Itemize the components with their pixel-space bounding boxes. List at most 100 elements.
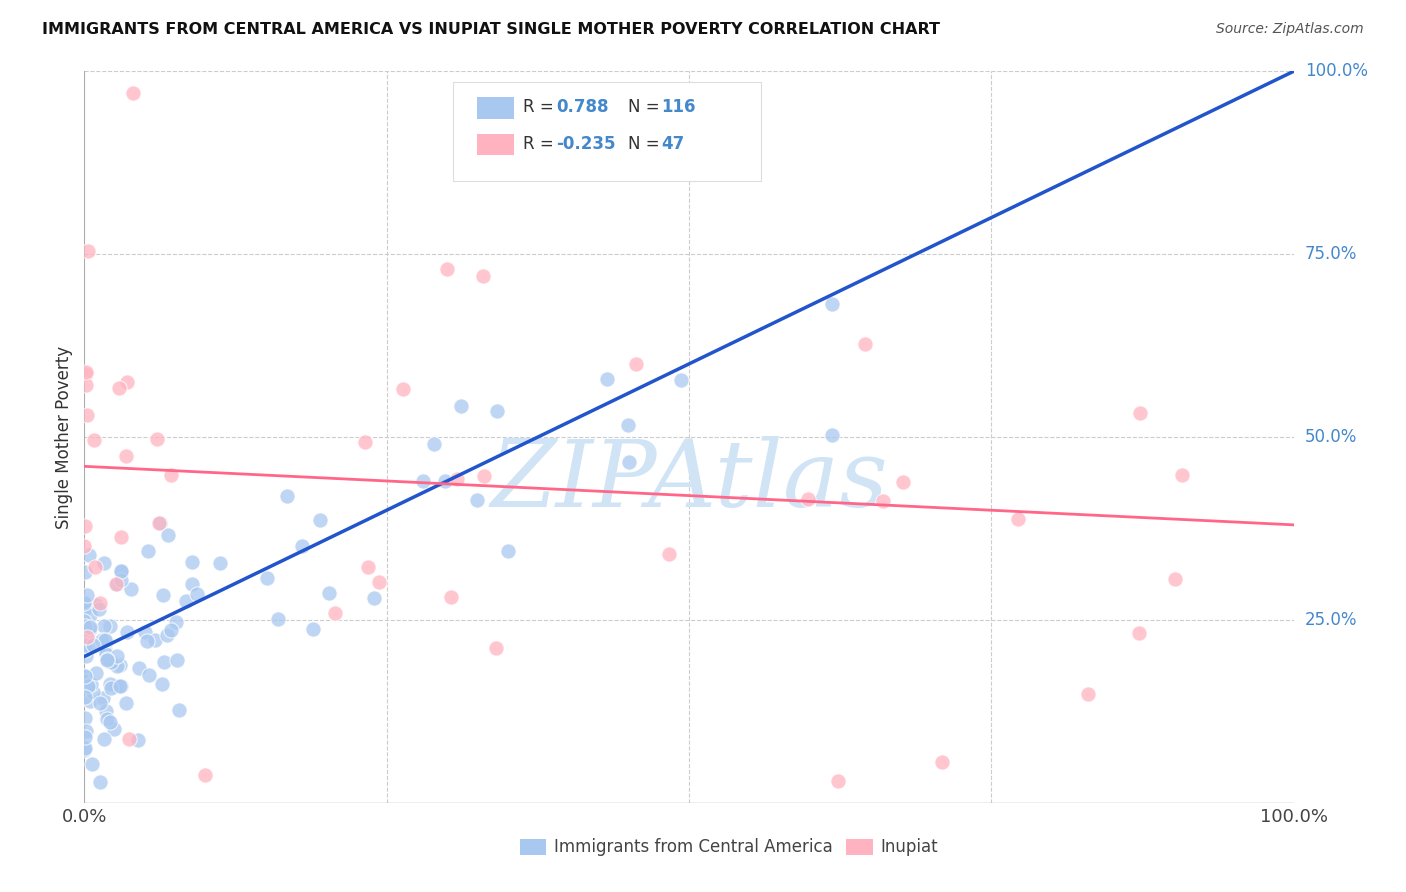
Point: [84, 560, 107, 574]
Text: -0.235: -0.235: [555, 135, 616, 153]
Point: [1077, 687, 1099, 701]
Point: [100, 655, 122, 669]
Point: [98, 714, 121, 729]
Point: [115, 625, 138, 640]
Y-axis label: Single Mother Poverty: Single Mother Poverty: [55, 345, 73, 529]
Point: [105, 576, 128, 591]
Point: [146, 432, 169, 446]
Point: [98, 619, 121, 633]
Point: [75, 723, 97, 738]
Text: IMMIGRANTS FROM CENTRAL AMERICA VS INUPIAT SINGLE MOTHER POVERTY CORRELATION CHA: IMMIGRANTS FROM CENTRAL AMERICA VS INUPI…: [42, 22, 941, 37]
Text: ZIPAtlas: ZIPAtlas: [491, 436, 887, 526]
Point: [194, 768, 217, 782]
Point: [94, 647, 117, 661]
Point: [467, 493, 489, 508]
Text: R =: R =: [523, 98, 565, 116]
Point: [79, 622, 101, 636]
Text: 100.0%: 100.0%: [1305, 62, 1368, 80]
Point: [136, 634, 159, 648]
Point: [1007, 512, 1029, 526]
Point: [412, 474, 434, 488]
Point: [166, 653, 188, 667]
Point: [76, 639, 98, 653]
Point: [669, 373, 692, 387]
Point: [422, 437, 444, 451]
Point: [440, 590, 463, 604]
Point: [165, 615, 187, 629]
Point: [73, 595, 96, 609]
Point: [76, 630, 98, 644]
Point: [323, 606, 346, 620]
Point: [276, 489, 298, 503]
Point: [446, 472, 468, 486]
Point: [75, 367, 97, 381]
Point: [110, 564, 132, 578]
Point: [658, 547, 681, 561]
Text: Inupiat: Inupiat: [880, 838, 938, 855]
Point: [75, 633, 97, 648]
Point: [472, 269, 495, 284]
Point: [76, 640, 98, 655]
Point: [73, 742, 96, 756]
Point: [391, 382, 413, 396]
Point: [872, 493, 894, 508]
Point: [96, 653, 118, 667]
Point: [891, 475, 914, 489]
Point: [138, 668, 160, 682]
Point: [89, 696, 111, 710]
Point: [73, 669, 96, 683]
Point: [157, 528, 180, 542]
Point: [108, 658, 131, 673]
Point: [73, 710, 96, 724]
Point: [105, 577, 128, 591]
Point: [93, 556, 115, 570]
Point: [98, 677, 121, 691]
Point: [107, 381, 129, 395]
FancyBboxPatch shape: [478, 134, 513, 155]
Point: [118, 732, 141, 747]
Point: [73, 690, 96, 705]
Point: [1128, 406, 1150, 420]
Point: [79, 608, 101, 623]
Point: [143, 633, 166, 648]
Point: [160, 623, 183, 637]
Point: [96, 652, 118, 666]
Point: [91, 690, 114, 705]
Point: [73, 741, 96, 756]
Point: [80, 757, 103, 772]
Point: [596, 372, 619, 386]
Point: [148, 516, 170, 530]
Point: [498, 544, 520, 558]
Point: [150, 676, 173, 690]
Point: [89, 596, 111, 610]
Point: [827, 773, 849, 788]
Point: [73, 596, 96, 610]
Point: [73, 602, 96, 616]
Point: [617, 455, 640, 469]
Text: 47: 47: [661, 135, 685, 153]
Point: [127, 733, 149, 747]
Point: [1128, 626, 1150, 640]
Point: [77, 679, 100, 693]
Point: [180, 556, 202, 570]
Text: 0.788: 0.788: [555, 98, 609, 116]
Text: 116: 116: [661, 98, 696, 116]
Point: [128, 660, 150, 674]
Point: [73, 539, 96, 553]
Point: [821, 297, 844, 311]
Point: [367, 574, 389, 589]
Point: [73, 673, 96, 688]
Point: [73, 518, 96, 533]
Text: R =: R =: [523, 135, 560, 153]
Point: [153, 655, 176, 669]
Point: [302, 623, 325, 637]
Point: [485, 641, 508, 656]
Point: [136, 544, 159, 558]
Point: [110, 574, 132, 588]
Text: N =: N =: [628, 135, 665, 153]
Point: [77, 548, 100, 562]
Point: [318, 585, 340, 599]
Point: [79, 693, 101, 707]
Point: [152, 588, 174, 602]
Point: [110, 565, 132, 579]
